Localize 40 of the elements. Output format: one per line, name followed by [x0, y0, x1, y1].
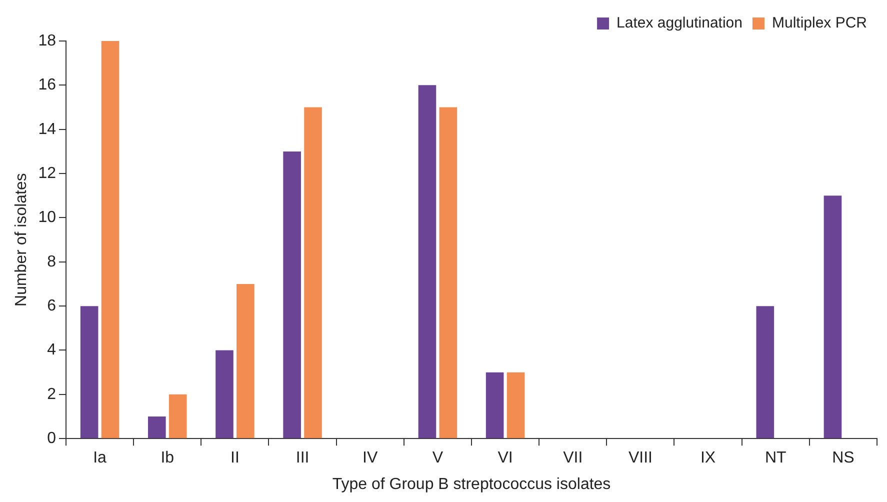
x-tick-label: IV	[362, 450, 378, 467]
bar	[168, 394, 187, 438]
x-tick-label: II	[230, 450, 240, 467]
y-tick-label: 14	[38, 120, 56, 138]
y-tick-label: 0	[47, 430, 56, 448]
bar	[148, 416, 166, 438]
bar	[506, 372, 525, 438]
x-tick-label: III	[296, 450, 310, 467]
x-tick-label: NT	[764, 450, 787, 467]
x-tick-label: VII	[563, 450, 583, 467]
x-axis-title: Type of Group B streptococcus isolates	[332, 476, 611, 493]
y-tick-label: 4	[47, 342, 56, 359]
bar	[216, 350, 234, 438]
y-tick-label: 10	[38, 209, 56, 226]
bar	[439, 107, 458, 438]
y-axis-title: Number of isolates	[13, 173, 30, 306]
y-tick-label: 8	[47, 253, 56, 270]
bar	[486, 372, 504, 438]
legend-label: Multiplex PCR	[772, 14, 868, 32]
y-tick-label: 18	[38, 32, 56, 50]
x-tick-label: NS	[832, 450, 854, 467]
x-tick-label: V	[432, 450, 444, 467]
bar	[101, 41, 120, 438]
bar	[418, 85, 436, 438]
bar	[236, 284, 254, 438]
y-tick-label: 2	[47, 386, 56, 403]
x-tick-label: VIII	[628, 450, 652, 467]
legend-label: Latex agglutination	[616, 14, 742, 32]
bar	[283, 151, 301, 438]
bar	[80, 306, 98, 438]
y-tick-label: 12	[38, 164, 56, 182]
x-tick-label: VI	[498, 450, 513, 467]
x-tick-label: IX	[700, 450, 716, 467]
y-tick-label: 6	[47, 297, 56, 314]
x-tick-label: Ia	[93, 450, 107, 467]
y-tick-label: 16	[38, 76, 56, 94]
x-tick-label: Ib	[160, 450, 174, 467]
bar	[304, 107, 322, 438]
bar	[824, 196, 842, 438]
bar	[756, 306, 774, 438]
